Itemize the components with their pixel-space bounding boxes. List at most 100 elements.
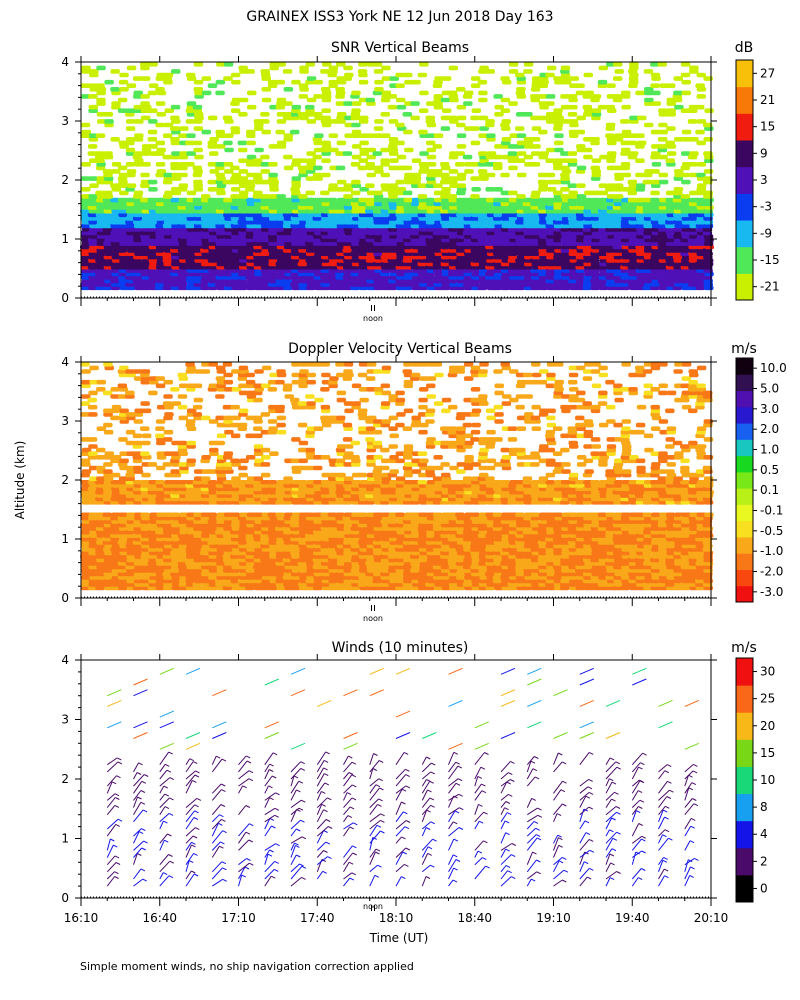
field-cell bbox=[171, 234, 181, 239]
field-cell bbox=[493, 154, 503, 160]
field-cell bbox=[103, 244, 114, 250]
field-cell bbox=[462, 230, 473, 236]
field-cell bbox=[215, 268, 226, 273]
field-cell bbox=[179, 268, 189, 273]
field-cell bbox=[486, 248, 496, 253]
field-cell bbox=[569, 76, 579, 81]
field-cell bbox=[306, 285, 316, 291]
field-cell bbox=[598, 285, 609, 291]
field-cell bbox=[381, 234, 392, 239]
field-cell bbox=[298, 230, 309, 236]
field-cell bbox=[620, 248, 630, 253]
field-cell bbox=[328, 65, 339, 71]
field-cell bbox=[133, 244, 144, 250]
field-cell bbox=[245, 244, 255, 250]
field-cell bbox=[373, 190, 383, 196]
colorbar-segment bbox=[736, 140, 753, 168]
field-cell bbox=[261, 237, 271, 243]
field-cell bbox=[88, 241, 98, 246]
field-cell bbox=[193, 227, 203, 232]
field-cell bbox=[433, 227, 444, 232]
field-cell bbox=[358, 62, 368, 67]
field-cell bbox=[410, 115, 420, 121]
field-cell bbox=[268, 172, 278, 178]
field-cell bbox=[253, 255, 263, 260]
field-cell bbox=[89, 183, 99, 188]
field-cell bbox=[260, 69, 270, 74]
field-cell bbox=[200, 230, 210, 236]
colorbar-label: -9 bbox=[760, 226, 772, 240]
field-cell bbox=[673, 265, 683, 270]
field-cell bbox=[222, 241, 233, 246]
field-cell bbox=[545, 72, 555, 78]
field-cell bbox=[396, 241, 407, 246]
field-cell bbox=[125, 126, 136, 131]
field-cell bbox=[335, 87, 345, 92]
field-cell bbox=[515, 158, 526, 163]
field-cell bbox=[103, 112, 114, 117]
field-cell bbox=[104, 237, 114, 243]
field-cell bbox=[343, 258, 353, 263]
field-cell bbox=[471, 108, 482, 113]
field-cell bbox=[635, 244, 645, 250]
field-cell bbox=[291, 237, 301, 243]
field-cell bbox=[260, 241, 271, 246]
field-cell bbox=[531, 151, 541, 156]
field-cell bbox=[695, 197, 705, 203]
field-cell bbox=[448, 268, 458, 273]
field-cell bbox=[462, 154, 473, 160]
field-cell bbox=[530, 162, 541, 167]
field-cell bbox=[283, 154, 293, 160]
field-cell bbox=[478, 227, 488, 232]
field-cell bbox=[387, 104, 398, 110]
field-cell bbox=[688, 258, 699, 263]
field-cell bbox=[380, 255, 391, 260]
field-cell bbox=[665, 244, 676, 250]
field-cell bbox=[485, 69, 495, 74]
field-cell bbox=[703, 265, 713, 270]
field-cell bbox=[254, 278, 264, 284]
field-cell bbox=[111, 251, 121, 256]
field-cell bbox=[81, 162, 91, 167]
field-cell bbox=[471, 234, 481, 239]
field-cell bbox=[88, 94, 98, 99]
field-cell bbox=[260, 169, 270, 174]
field-cell bbox=[419, 234, 429, 239]
field-cell bbox=[560, 255, 571, 260]
field-cell bbox=[703, 169, 714, 174]
field-cell bbox=[509, 278, 519, 284]
field-cell bbox=[621, 172, 632, 178]
field-cell bbox=[269, 251, 279, 256]
field-cell bbox=[381, 230, 391, 236]
field-cell bbox=[627, 265, 638, 270]
field-cell bbox=[523, 62, 534, 67]
field-cell bbox=[448, 275, 458, 280]
field-cell bbox=[412, 275, 422, 280]
field-cell bbox=[402, 285, 413, 291]
field-cell bbox=[215, 282, 225, 287]
field-cell bbox=[357, 512, 367, 517]
field-cell bbox=[291, 241, 301, 246]
field-cell bbox=[215, 244, 225, 250]
field-cell bbox=[103, 268, 114, 273]
field-cell bbox=[403, 255, 413, 260]
field-cell bbox=[508, 265, 519, 270]
field-cell bbox=[440, 230, 450, 236]
field-cell bbox=[479, 268, 489, 273]
field-cell bbox=[254, 271, 264, 277]
field-cell bbox=[455, 261, 466, 267]
field-cell bbox=[380, 172, 390, 178]
field-cell bbox=[171, 255, 181, 260]
field-cell bbox=[110, 69, 120, 74]
field-cell bbox=[425, 237, 435, 243]
field-cell bbox=[531, 230, 541, 236]
field-cell bbox=[193, 62, 204, 67]
field-cell bbox=[673, 76, 683, 81]
field-cell bbox=[245, 227, 256, 232]
field-cell bbox=[193, 126, 204, 131]
field-cell bbox=[516, 271, 526, 277]
colorbar-label: 21 bbox=[760, 93, 775, 107]
field-cell bbox=[403, 129, 413, 135]
field-cell bbox=[170, 237, 181, 243]
field-cell bbox=[133, 237, 143, 243]
